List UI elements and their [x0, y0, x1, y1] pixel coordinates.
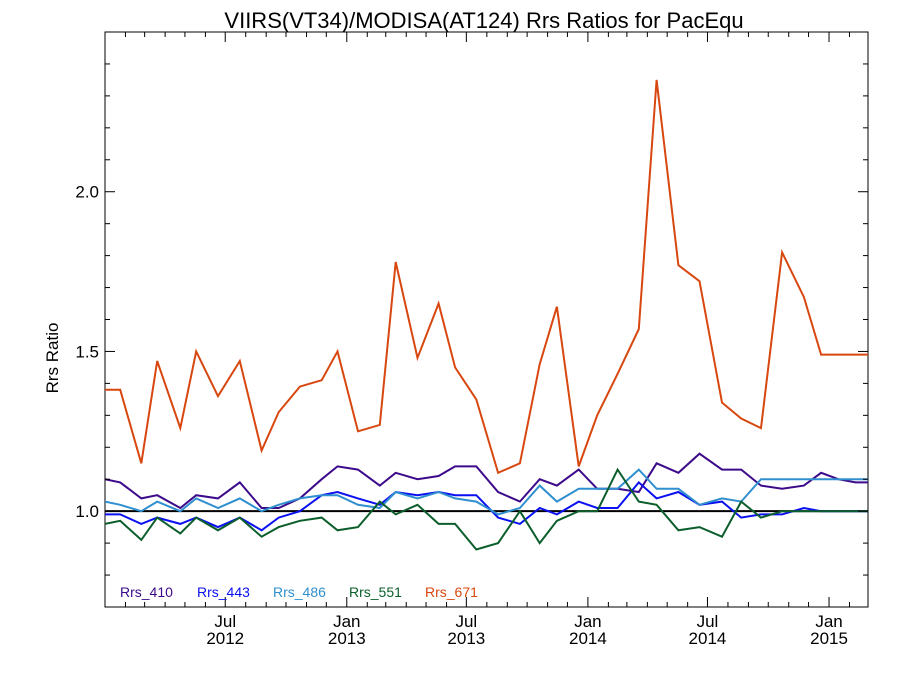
x-tick-label-year: 2012: [206, 629, 244, 648]
x-tick-label-year: 2013: [328, 629, 366, 648]
series-line-rrs-551: [105, 467, 868, 551]
y-tick-label: 1.0: [75, 502, 99, 521]
series-line-rrs-486: [105, 468, 868, 516]
x-tick-label-year: 2013: [447, 629, 485, 648]
x-tick-label-month: Jul: [455, 612, 477, 631]
x-tick-label-month: Jan: [574, 612, 601, 631]
y-tick-label: 2.0: [75, 183, 99, 202]
legend-entry-rrs-410: Rrs_410: [120, 584, 173, 600]
y-axis: 1.0 1.5 2.0: [75, 31, 868, 608]
x-tick-label-month: Jul: [697, 612, 719, 631]
legend-entry-rrs-551: Rrs_551: [349, 584, 402, 600]
series-line-rrs-443: [105, 480, 868, 532]
legend-entry-rrs-443: Rrs_443: [197, 584, 250, 600]
plot-border: [104, 31, 869, 608]
legend-entry-rrs-671: Rrs_671: [425, 584, 478, 600]
x-tick-label-year: 2015: [810, 629, 848, 648]
y-tick-label: 1.5: [75, 342, 99, 361]
series-line-rrs-410: [105, 452, 868, 510]
x-tick-label-year: 2014: [569, 629, 607, 648]
series-layer: [105, 79, 868, 551]
series-line-rrs-671: [105, 79, 868, 475]
x-tick-label-month: Jul: [214, 612, 236, 631]
x-axis: Jul2012Jan2013Jul2013Jan2014Jul2014Jan20…: [104, 32, 869, 648]
legend-entry-rrs-486: Rrs_486: [273, 584, 326, 600]
x-tick-label-month: Jan: [333, 612, 360, 631]
legend: Rrs_410 Rrs_443 Rrs_486 Rrs_551 Rrs_671: [120, 584, 478, 600]
plot-frame: [104, 31, 869, 608]
x-tick-label-month: Jan: [815, 612, 842, 631]
y-axis-label: Rrs Ratio: [43, 323, 62, 394]
x-tick-label-year: 2014: [689, 629, 727, 648]
chart-title: VIIRS(VT34)/MODISA(AT124) Rrs Ratios for…: [224, 8, 743, 33]
